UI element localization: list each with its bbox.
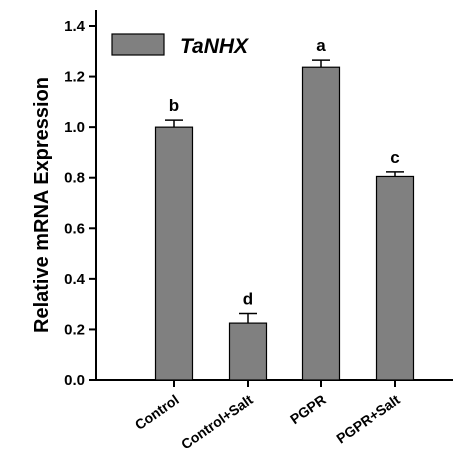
bar-0 (154, 126, 194, 381)
bar-2 (301, 66, 341, 381)
significance-label-1: d (243, 289, 253, 308)
bars-group: b d a c (154, 36, 415, 381)
y-tick-label-7: 1.4 (64, 18, 86, 35)
x-tick-label-2: PGPR (287, 391, 329, 427)
y-tick-label-1: 0.2 (64, 321, 85, 338)
y-tick-label-3: 0.6 (64, 220, 85, 237)
y-axis-title: Relative mRNA Expression (31, 77, 53, 333)
bar-1 (228, 322, 268, 381)
y-tick-label-0: 0.0 (64, 372, 85, 389)
legend-label: TaNHX (180, 35, 250, 58)
legend: TaNHX (111, 33, 250, 58)
significance-label-2: a (316, 36, 326, 55)
significance-label-3: c (390, 148, 399, 167)
x-tick-label-3: PGPR+Salt (333, 391, 403, 446)
significance-label-0: b (169, 96, 179, 115)
x-tick-label-0: Control (132, 391, 182, 433)
legend-swatch (111, 33, 165, 56)
y-tick-label-4: 0.8 (64, 170, 85, 187)
y-tick-label-6: 1.2 (64, 69, 85, 86)
y-tick-label-2: 0.4 (64, 271, 86, 288)
x-tick-label-1: Control+Salt (178, 391, 256, 452)
y-tick-label-5: 1.0 (64, 119, 85, 136)
bar-3 (375, 175, 415, 381)
